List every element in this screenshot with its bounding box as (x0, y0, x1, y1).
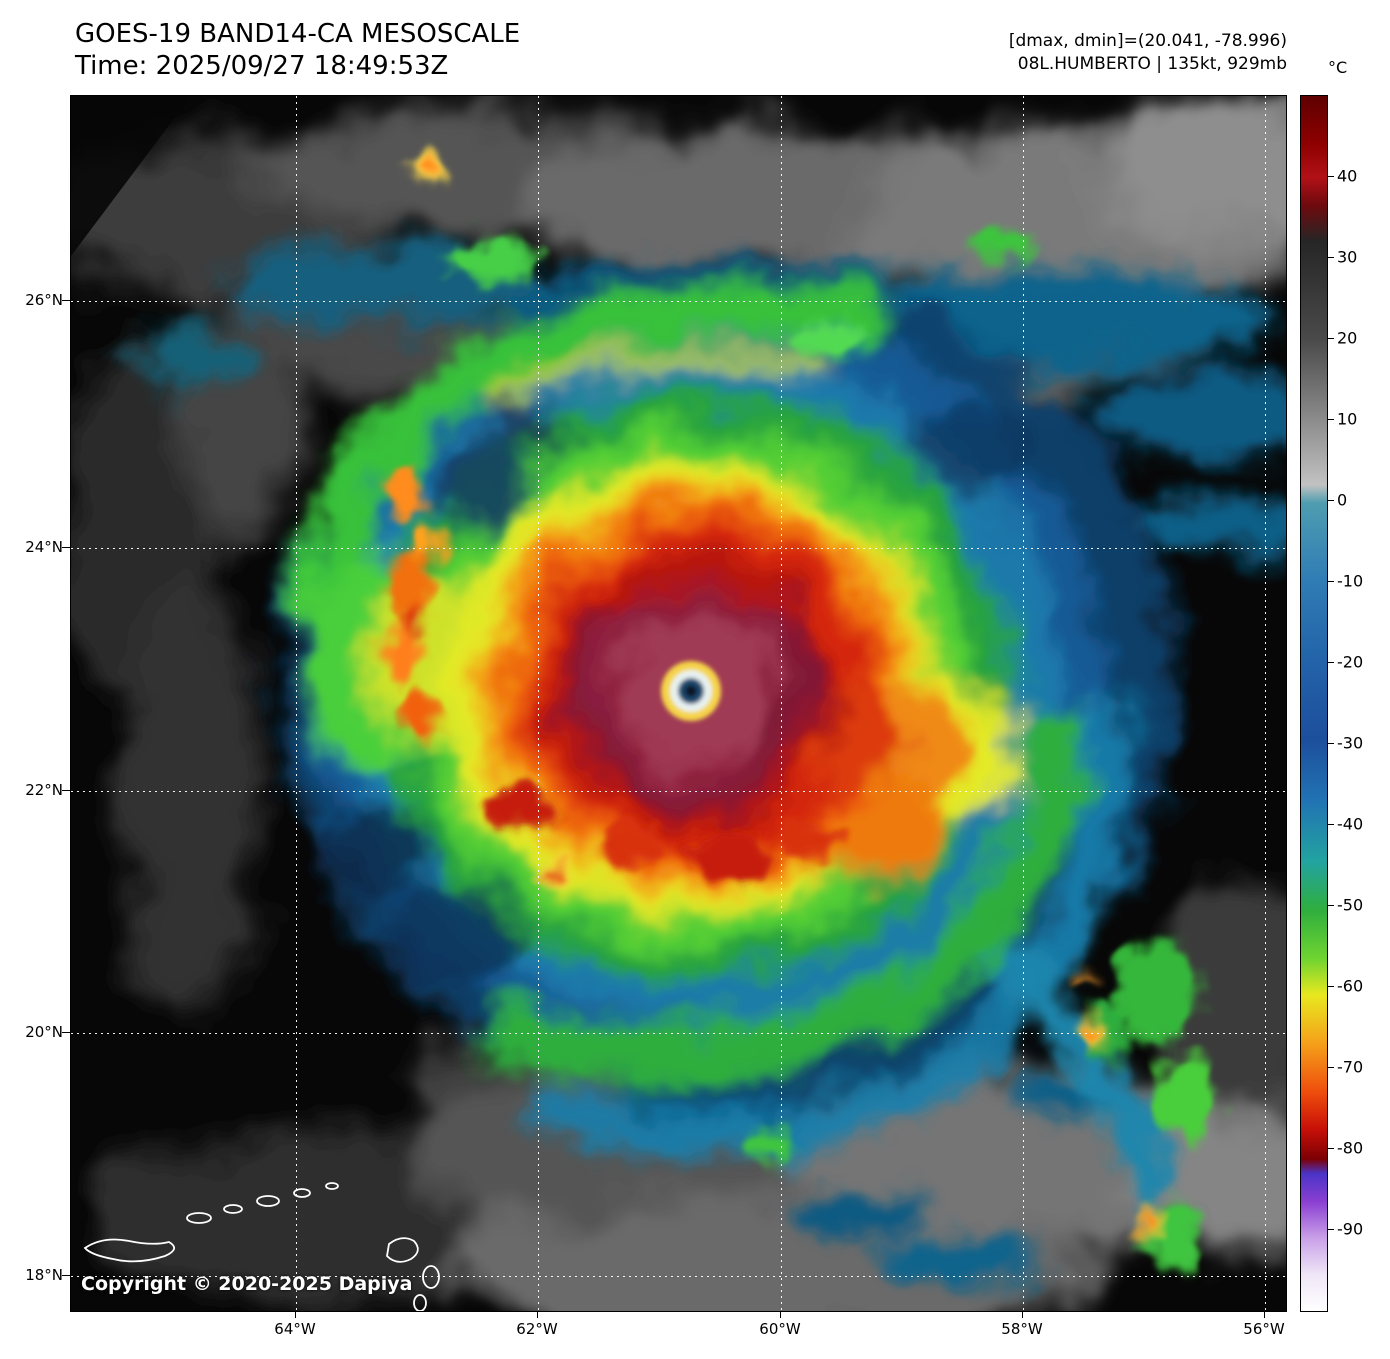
lon-label-58w: 58°W (1001, 1320, 1043, 1338)
grid-line-26n (71, 301, 1286, 302)
lon-tick (780, 1311, 781, 1318)
colorbar-tick (1327, 1148, 1334, 1149)
colorbar-tick (1327, 419, 1334, 420)
colorbar-tick (1327, 581, 1334, 582)
colorbar-tick (1327, 176, 1334, 177)
colorbar-tick-label: 0 (1337, 490, 1348, 510)
grid-line-62w (538, 96, 539, 1311)
header-right: [dmax, dmin]=(20.041, -78.996) 08L.HUMBE… (1009, 30, 1287, 76)
lon-tick (1022, 1311, 1023, 1318)
grid-line-64w (296, 96, 297, 1311)
colorbar-tick-label: -90 (1337, 1219, 1364, 1239)
colorbar-tick-label: 20 (1337, 328, 1358, 348)
colorbar-tick-label: 30 (1337, 247, 1358, 267)
colorbar-tick (1327, 1229, 1334, 1230)
lat-tick (62, 1275, 70, 1276)
copyright-label: Copyright © 2020-2025 Dapiya (81, 1273, 413, 1295)
hurricane-eye (661, 661, 721, 721)
lon-label-62w: 62°W (516, 1320, 558, 1338)
grid-line-22n (71, 791, 1286, 792)
lon-tick (1264, 1311, 1265, 1318)
lat-label-24n: 24°N (25, 538, 63, 556)
storm-info-label: 08L.HUMBERTO | 135kt, 929mb (1017, 54, 1287, 74)
colorbar-tick-label: 40 (1337, 166, 1358, 186)
colorbar-tick (1327, 662, 1334, 663)
grid-line-24n (71, 548, 1286, 549)
convective-cells-layer (381, 148, 1219, 1270)
coastlines (83, 1182, 440, 1311)
lon-label-64w: 64°W (274, 1320, 316, 1338)
lat-label-26n: 26°N (25, 291, 63, 309)
colorbar-tick (1327, 986, 1334, 987)
colorbar-tick-label: -70 (1337, 1057, 1364, 1077)
colorbar-tick (1327, 500, 1334, 501)
colorbar-tick-label: -10 (1337, 571, 1364, 591)
lat-label-20n: 20°N (25, 1023, 63, 1041)
lat-tick (62, 1032, 70, 1033)
timestamp-label: Time: 2025/09/27 18:49:53Z (75, 51, 449, 81)
lat-tick (62, 300, 70, 301)
colorbar-tick-label: -20 (1337, 652, 1364, 672)
grid-line-18n (71, 1276, 1286, 1277)
colorbar-tick (1327, 257, 1334, 258)
satellite-map: Copyright © 2020-2025 Dapiya (70, 95, 1287, 1312)
lat-tick (62, 790, 70, 791)
colorbar-tick-label: 10 (1337, 409, 1358, 429)
grid-line-56w (1265, 96, 1266, 1311)
colorbar-tick-label: -60 (1337, 976, 1364, 996)
colorbar-tick-label: -40 (1337, 814, 1364, 834)
colorbar-tick-label: -30 (1337, 733, 1364, 753)
sector-edge (71, 96, 191, 256)
lon-label-56w: 56°W (1243, 1320, 1285, 1338)
grid-line-60w (781, 96, 782, 1311)
page-title: GOES-19 BAND14-CA MESOSCALE (75, 19, 521, 49)
colorbar-gradient (1300, 95, 1328, 1312)
colorbar-tick (1327, 338, 1334, 339)
colorbar-tick (1327, 1067, 1334, 1068)
colorbar-tick (1327, 824, 1334, 825)
lon-tick (295, 1311, 296, 1318)
lon-label-60w: 60°W (759, 1320, 801, 1338)
header-left: GOES-19 BAND14-CA MESOSCALE Time: 2025/0… (75, 18, 520, 82)
lat-tick (62, 547, 70, 548)
grid-line-58w (1023, 96, 1024, 1311)
colorbar-tick-label: -80 (1337, 1138, 1364, 1158)
colorbar-tick (1327, 905, 1334, 906)
lat-label-18n: 18°N (25, 1266, 63, 1284)
colorbar-unit-label: °C (1328, 58, 1348, 77)
lon-tick (537, 1311, 538, 1318)
lat-label-22n: 22°N (25, 781, 63, 799)
colorbar-tick (1327, 743, 1334, 744)
satellite-image (71, 96, 1286, 1311)
grid-line-20n (71, 1033, 1286, 1034)
colorbar-tick-label: -50 (1337, 895, 1364, 915)
dmax-dmin-readout: [dmax, dmin]=(20.041, -78.996) (1008, 31, 1287, 51)
